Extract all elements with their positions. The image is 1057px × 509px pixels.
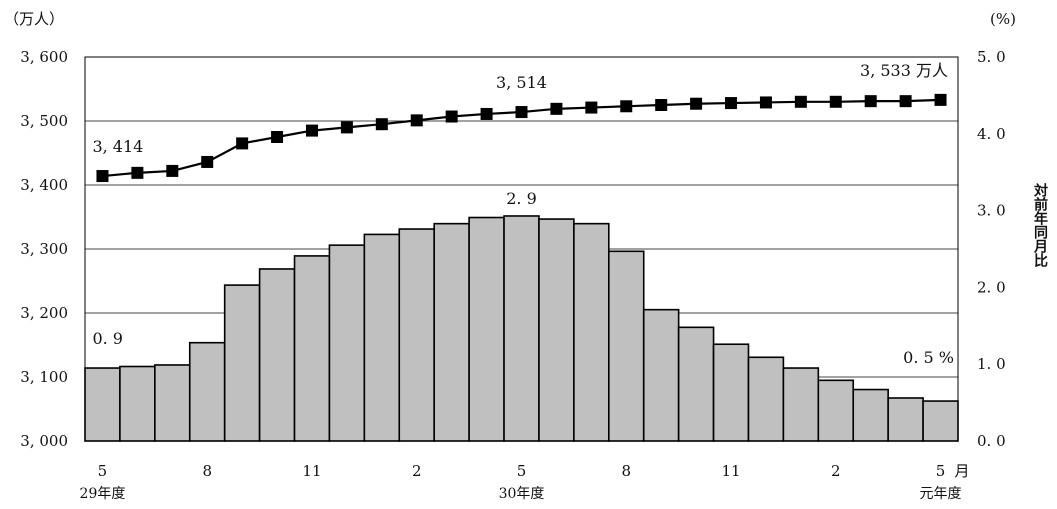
line-marker [480, 107, 493, 120]
bar [712, 343, 750, 442]
bar [573, 222, 610, 442]
bar [922, 400, 959, 442]
line-marker [899, 95, 912, 108]
left-tick-label: 3, 600 [20, 48, 68, 66]
right-tick-label: 4. 0 [977, 125, 1006, 143]
bar-series [84, 215, 959, 442]
x-tick-label: 5 [936, 462, 946, 480]
plot-frame [84, 56, 959, 442]
x-tick-label: 5 [98, 462, 108, 480]
bar [258, 268, 296, 442]
x-axis-ticks: 5 8 11 2 5 8 11 2 5 [98, 462, 946, 480]
bar [817, 379, 855, 442]
era-label-r1: 元年度 [920, 486, 962, 502]
right-tick-label: 0. 0 [977, 432, 1006, 450]
line-marker [759, 96, 772, 109]
bar [223, 284, 261, 442]
line-marker [375, 118, 388, 131]
left-tick-label: 3, 400 [20, 176, 68, 194]
line-marker [550, 102, 563, 115]
x-tick-label: 2 [831, 462, 841, 480]
x-tick-label: 11 [302, 462, 321, 480]
bar [119, 365, 156, 442]
era-label-h29: 29年度 [80, 486, 126, 502]
bar [293, 255, 331, 442]
line-marker [236, 137, 249, 150]
line-marker [410, 114, 423, 127]
left-tick-label: 3, 200 [20, 304, 68, 322]
bar [887, 397, 924, 442]
bar [398, 228, 435, 442]
line-marker [934, 93, 947, 106]
right-axis-side-label: 対前年同月比 [1032, 183, 1048, 267]
line-series [96, 93, 947, 183]
bar-first-value-label: 0. 9 [92, 329, 123, 348]
line-mid-value-label: 3, 514 [496, 73, 547, 92]
line-marker [515, 106, 528, 119]
line-marker [305, 124, 318, 137]
bar [503, 215, 540, 442]
bar-peak-value-label: 2. 9 [506, 189, 537, 208]
line-marker [131, 166, 144, 179]
bar [328, 244, 366, 442]
line-marker [725, 97, 738, 110]
bar [852, 388, 889, 442]
bar [538, 218, 575, 442]
right-tick-label: 2. 0 [977, 278, 1006, 296]
x-axis-unit-label: 月 [955, 462, 970, 480]
bar [363, 233, 401, 442]
line-marker [829, 95, 842, 108]
line-marker [655, 99, 668, 111]
bar [433, 222, 470, 442]
left-axis-unit-label: （万人） [4, 10, 64, 28]
x-tick-label: 11 [721, 462, 740, 480]
line-first-value-label: 3, 414 [92, 137, 143, 156]
left-tick-label: 3, 500 [20, 112, 68, 130]
left-axis-ticks: 3, 000 3, 100 3, 200 3, 300 3, 400 3, 500 3, 6… [20, 48, 68, 450]
right-tick-label: 3. 0 [977, 202, 1006, 220]
line-marker [166, 164, 179, 177]
bar [188, 341, 226, 442]
bar [468, 216, 505, 442]
bar [782, 367, 820, 442]
era-label-h30: 30年度 [499, 486, 545, 502]
line-marker [340, 121, 353, 134]
bar [84, 367, 121, 442]
x-tick-label: 5 [517, 462, 527, 480]
line-marker [690, 97, 703, 110]
line-marker [445, 110, 458, 123]
line-marker [620, 100, 633, 113]
left-tick-label: 3, 100 [20, 368, 68, 386]
bar [154, 364, 191, 442]
x-tick-label: 8 [202, 462, 212, 480]
left-tick-label: 3, 000 [20, 432, 68, 450]
line-marker [201, 155, 214, 168]
bar [747, 356, 785, 442]
bar [642, 308, 680, 442]
line-marker [864, 95, 877, 108]
bar-last-value-label: 0. 5 % [903, 348, 954, 367]
bar [607, 250, 645, 442]
right-tick-label: 5. 0 [977, 48, 1006, 66]
line-marker [794, 95, 807, 108]
x-tick-label: 8 [621, 462, 631, 480]
right-axis-ticks: 0. 0 1. 0 2. 0 3. 0 4. 0 5. 0 [977, 48, 1006, 450]
bar [677, 326, 715, 442]
line-last-value-label: 3, 533 万人 [860, 61, 948, 80]
x-tick-label: 2 [412, 462, 422, 480]
right-axis-unit-label: (%) [990, 10, 1016, 28]
left-tick-label: 3, 300 [20, 240, 68, 258]
line-marker [96, 170, 109, 183]
line-marker [585, 101, 598, 114]
right-tick-label: 1. 0 [977, 355, 1006, 373]
line-marker [271, 131, 284, 143]
